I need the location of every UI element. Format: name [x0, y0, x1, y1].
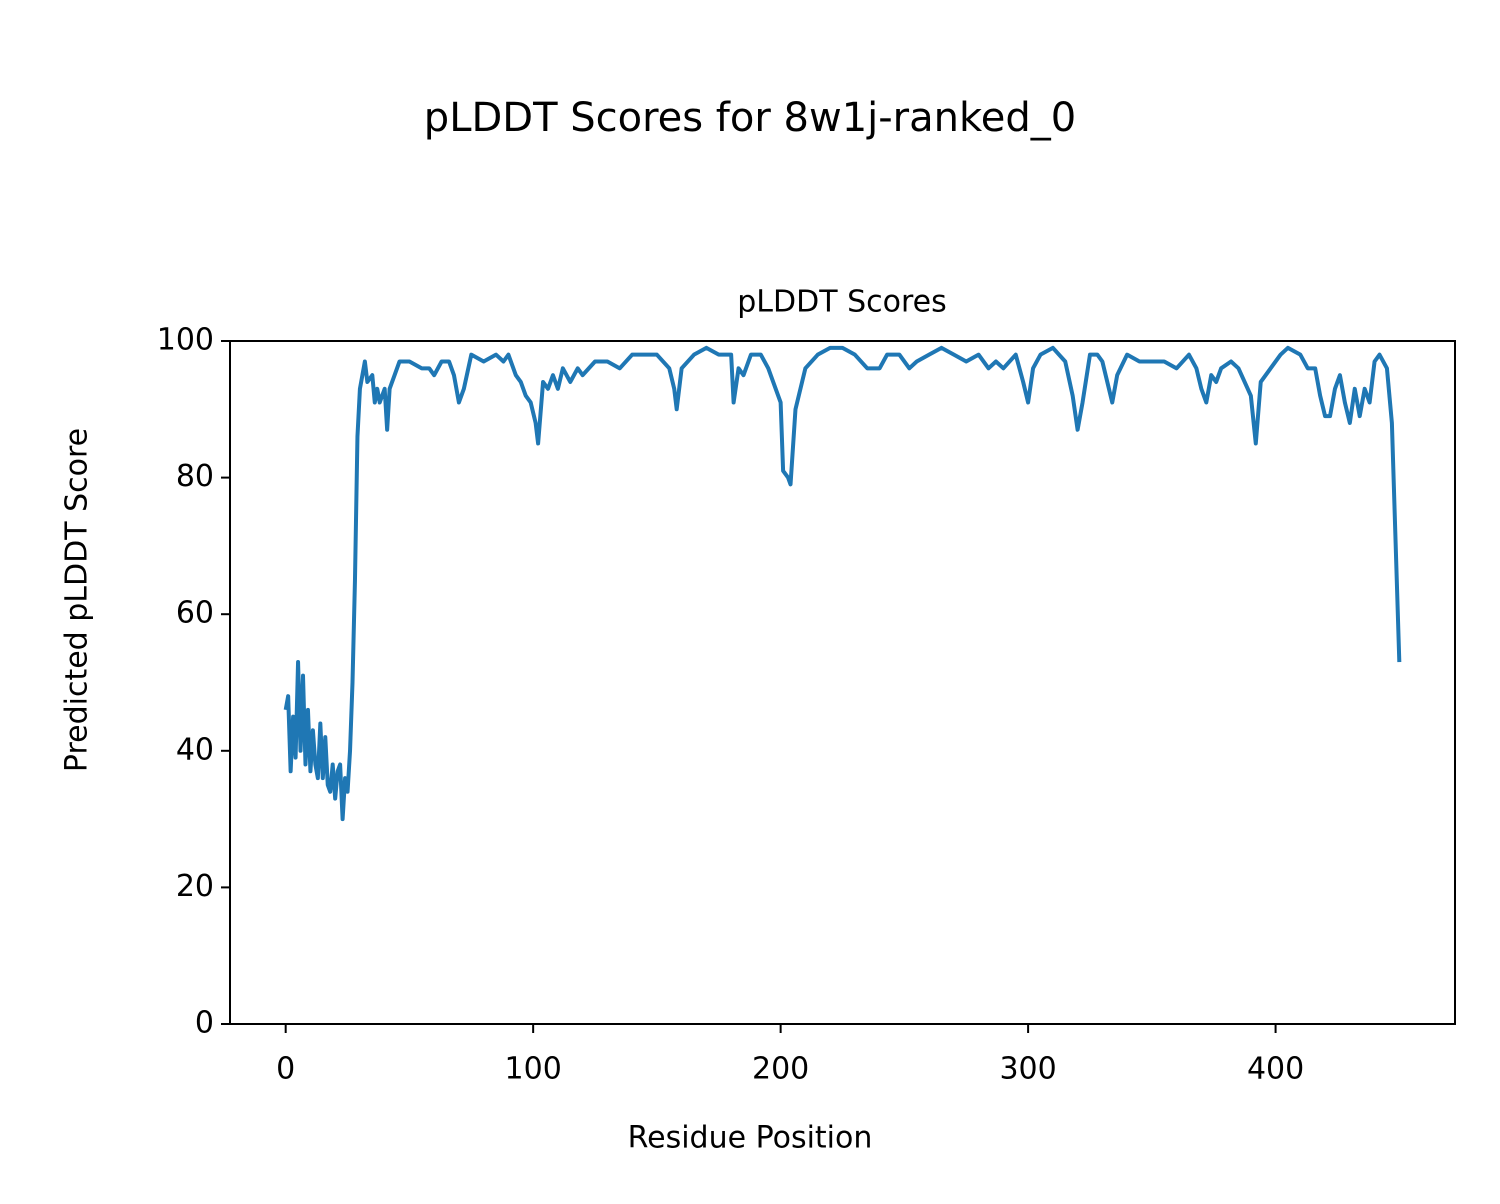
x-tick-label: 300 [999, 1052, 1056, 1087]
y-tick-label: 80 [176, 459, 214, 494]
chart-subtitle: pLDDT Scores [737, 285, 946, 320]
y-tick-label: 100 [157, 323, 214, 358]
data-line [283, 345, 1402, 822]
x-tick-label: 200 [752, 1052, 809, 1087]
y-tick-label: 60 [176, 596, 214, 631]
y-tick-label: 40 [176, 732, 214, 767]
y-tick-label: 0 [195, 1006, 214, 1041]
plot-frame [229, 340, 1456, 1025]
y-axis-label: Predicted pLDDT Score [60, 428, 95, 772]
y-tick-label: 20 [176, 869, 214, 904]
x-axis-label: Residue Position [628, 1121, 873, 1156]
chart-title: pLDDT Scores for 8w1j-ranked_0 [424, 95, 1076, 141]
x-tick-label: 400 [1247, 1052, 1304, 1087]
x-tick-label: 100 [505, 1052, 562, 1087]
x-tick-label: 0 [276, 1052, 295, 1087]
